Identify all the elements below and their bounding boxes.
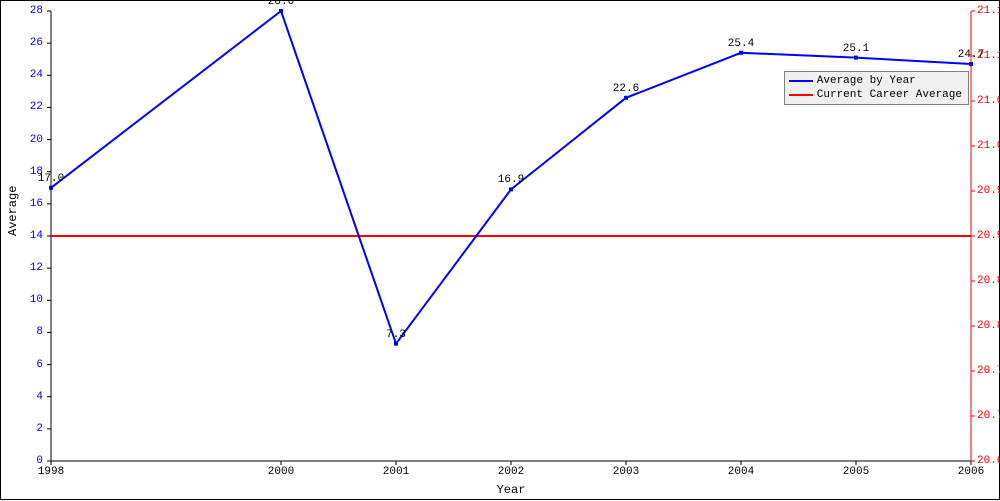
legend-item-career-label: Current Career Average: [817, 89, 962, 101]
y-right-tick-label: 21.00: [977, 140, 1000, 152]
y-left-axis-title: Average: [6, 186, 20, 236]
legend-item-avg-label: Average by Year: [817, 75, 916, 87]
y-right-tick-label: 20.80: [977, 320, 1000, 332]
legend-item-avg: Average by Year: [789, 74, 962, 88]
y-left-tick-label: 2: [36, 423, 43, 435]
y-left-tick-label: 20: [30, 134, 43, 146]
x-axis-title: Year: [497, 483, 526, 497]
y-left-tick-label: 16: [30, 198, 43, 210]
y-left-tick-label: 28: [30, 5, 43, 17]
legend-item-avg-swatch: [789, 80, 813, 82]
x-tick-label: 2002: [498, 466, 524, 478]
x-tick-label: 2000: [268, 466, 294, 478]
y-left-tick-label: 12: [30, 262, 43, 274]
x-tick-label: 2003: [613, 466, 639, 478]
legend-item-career-swatch: [789, 94, 813, 96]
data-point-label: 7.3: [386, 329, 406, 341]
chart-container: 19982000200120022003200420052006Year0246…: [0, 0, 1000, 500]
y-right-tick-label: 20.75: [977, 365, 1000, 377]
data-point-label: 25.1: [843, 43, 869, 55]
y-right-tick-label: 20.90: [977, 230, 1000, 242]
y-right-tick-label: 20.85: [977, 275, 1000, 287]
data-point-label: 24.7: [958, 49, 984, 61]
data-point-label: 16.9: [498, 174, 524, 186]
y-right-tick-label: 20.70: [977, 410, 1000, 422]
y-left-tick-label: 4: [36, 391, 43, 403]
y-left-tick-label: 26: [30, 37, 43, 49]
x-tick-label: 2001: [383, 466, 409, 478]
y-left-tick-label: 24: [30, 69, 43, 81]
y-left-tick-label: 14: [30, 230, 43, 242]
data-point-label: 25.4: [728, 38, 754, 50]
y-left-tick-label: 6: [36, 359, 43, 371]
legend-item-career: Current Career Average: [789, 88, 962, 102]
data-point-label: 17.0: [38, 173, 64, 185]
y-left-tick-label: 0: [36, 455, 43, 467]
y-left-tick-label: 22: [30, 101, 43, 113]
x-tick-label: 1998: [38, 466, 64, 478]
legend: Average by Year Current Career Average: [784, 71, 969, 105]
x-tick-label: 2004: [728, 466, 754, 478]
y-right-tick-label: 21.05: [977, 95, 1000, 107]
x-tick-label: 2005: [843, 466, 869, 478]
x-tick-label: 2006: [958, 466, 984, 478]
data-point-label: 22.6: [613, 83, 639, 95]
y-right-tick-label: 20.65: [977, 455, 1000, 467]
data-point-label: 28.0: [268, 0, 294, 8]
y-right-tick-label: 21.15: [977, 5, 1000, 17]
y-right-tick-label: 20.95: [977, 185, 1000, 197]
y-left-tick-label: 8: [36, 326, 43, 338]
y-left-tick-label: 10: [30, 294, 43, 306]
